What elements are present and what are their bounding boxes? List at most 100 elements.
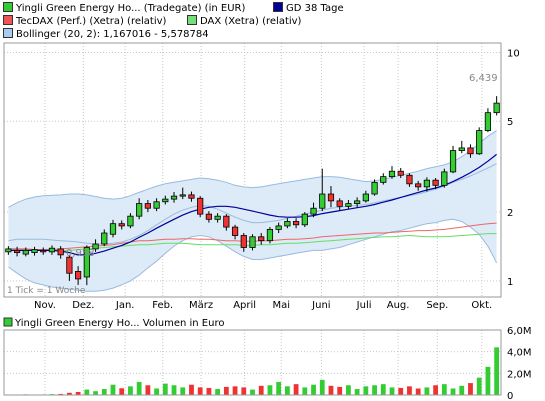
candle-body <box>476 130 483 155</box>
volume-bar <box>433 385 439 395</box>
candle-body <box>301 213 308 226</box>
price-axis: 1 2 5 10 <box>507 48 520 287</box>
candle-body <box>13 249 21 253</box>
candle-body <box>214 215 221 220</box>
volume-bar <box>380 384 386 395</box>
volume-bar <box>389 387 395 395</box>
volume-bar <box>128 386 133 395</box>
legend-item-stock: Yingli Green Energy Ho... (Tradegate) (i… <box>3 2 245 14</box>
candle-body <box>310 207 317 215</box>
volume-bar <box>171 385 177 395</box>
legend-swatch-ma <box>273 2 283 12</box>
legend-label-dax: DAX (Xetra) (relativ) <box>200 16 302 27</box>
candle-body <box>205 213 213 220</box>
volume-bar <box>250 389 255 395</box>
price-tick-label: 10 <box>507 48 520 59</box>
candle-body <box>284 221 291 227</box>
price-tick-label: 1 <box>507 277 513 288</box>
bollinger-lower-line <box>8 218 498 292</box>
min-annotation: 0,958 <box>66 248 95 259</box>
candle-body <box>467 147 474 155</box>
candle-body <box>75 271 82 280</box>
month-label: Okt. <box>471 300 492 311</box>
bollinger-middle-line <box>8 163 497 245</box>
candle-body <box>423 179 430 188</box>
candle-body <box>83 247 90 278</box>
candle-body <box>92 243 99 250</box>
candle-body <box>292 221 300 226</box>
volume-bar <box>424 387 430 395</box>
candle-body <box>197 197 204 215</box>
bollinger-upper-line <box>8 130 497 208</box>
candle-body <box>223 215 230 228</box>
candle-body <box>275 225 282 230</box>
volume-panel-label: Yingli Green Energy Ho... Volumen in Eur… <box>14 318 224 329</box>
candle-body <box>101 232 108 245</box>
main-plot-frame <box>3 42 502 298</box>
legend-label-stock: Yingli Green Energy Ho... (Tradegate) (i… <box>16 3 246 14</box>
volume-bar <box>398 387 404 395</box>
candle-body <box>162 198 169 203</box>
volume-tick-label: 0 <box>507 391 513 401</box>
legend-label-bollinger: Bollinger (20, 2): 1,167016 - 5,578784 <box>16 29 209 40</box>
volume-bar <box>180 387 186 395</box>
volume-bar <box>145 385 151 395</box>
candle-body <box>31 249 38 253</box>
candle-body <box>493 102 500 114</box>
month-label: Dez. <box>72 300 94 311</box>
candle-body <box>266 229 274 242</box>
candle-body <box>397 170 404 176</box>
month-label: Jan. <box>115 300 135 311</box>
volume-bar <box>110 384 116 395</box>
volume-bar <box>302 387 308 395</box>
volume-bar <box>232 386 238 395</box>
candle-body <box>432 179 439 186</box>
volume-bar <box>136 382 142 395</box>
candle-body <box>153 201 160 209</box>
candle-body <box>441 171 448 186</box>
price-tick-label: 2 <box>507 208 513 219</box>
candle-body <box>170 195 178 200</box>
volume-bar <box>162 383 168 395</box>
max-annotation: 6,439 <box>469 73 498 84</box>
candle-body <box>345 203 352 207</box>
volume-bar <box>346 385 351 395</box>
volume-bar <box>75 391 81 395</box>
volume-bar <box>258 385 264 395</box>
candle-body <box>188 194 195 199</box>
volume-bars <box>5 347 500 395</box>
candle-body <box>319 193 326 209</box>
legend-swatch-bollinger <box>3 28 13 38</box>
candle-body <box>57 248 64 256</box>
volume-bar <box>206 387 212 395</box>
legend: Yingli Green Energy Ho... (Tradegate) (i… <box>0 0 545 42</box>
legend-swatch-stock <box>3 2 13 12</box>
month-label: Aug. <box>387 300 410 311</box>
month-label: April <box>233 300 256 311</box>
candle-body <box>327 193 335 202</box>
volume-grid <box>4 329 501 396</box>
volume-tick-label: 6,0M <box>507 326 532 337</box>
candle-body <box>240 235 247 248</box>
candle-body <box>5 248 12 253</box>
volume-bar <box>93 391 98 395</box>
candle-body <box>231 226 239 236</box>
month-label: Juni <box>311 300 330 311</box>
volume-legend-swatch <box>3 317 13 327</box>
candle-body <box>179 194 186 197</box>
candle-body <box>249 236 256 248</box>
month-label: März <box>189 300 213 311</box>
volume-bar <box>101 389 107 395</box>
legend-label-ma: GD 38 Tage <box>286 3 344 14</box>
candle-body <box>22 249 29 255</box>
legend-item-ma: GD 38 Tage <box>273 2 344 14</box>
candle-body <box>415 183 422 188</box>
month-label: Feb. <box>152 300 173 311</box>
volume-bar <box>354 389 360 395</box>
candle-body <box>458 147 465 151</box>
volume-bar <box>407 386 412 395</box>
volume-bar <box>328 385 334 395</box>
candle-body <box>40 249 47 253</box>
main-grid <box>4 43 501 297</box>
month-label: Sep. <box>426 300 448 311</box>
